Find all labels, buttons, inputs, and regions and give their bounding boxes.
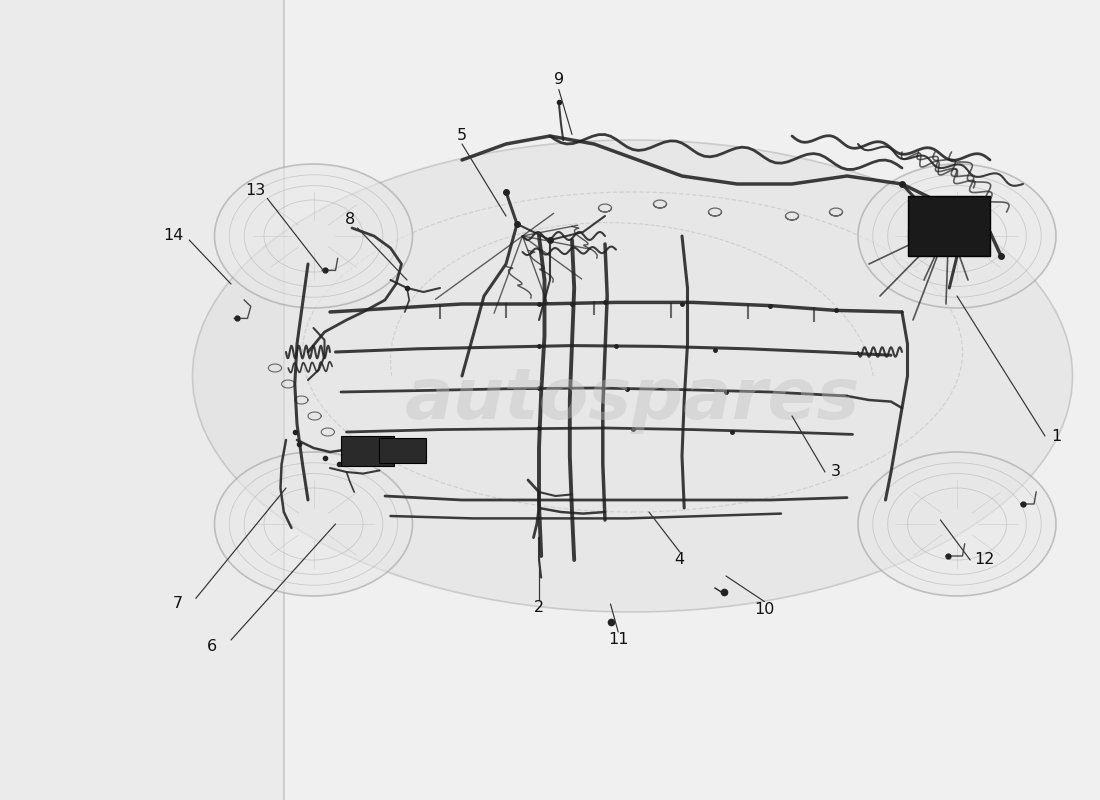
Text: 4: 4 [674,553,685,567]
Text: 5: 5 [456,129,468,143]
Text: 1: 1 [1050,429,1062,443]
Circle shape [214,164,412,308]
Text: 11: 11 [608,633,628,647]
Bar [284,0,1100,800]
Circle shape [858,164,1056,308]
Text: 13: 13 [245,183,265,198]
Bar [0,0,284,800]
Ellipse shape [192,140,1072,612]
Text: 8: 8 [344,213,355,227]
Text: 10: 10 [755,602,774,617]
Bar [379,438,426,463]
Text: 9: 9 [553,73,564,87]
Text: 3: 3 [830,465,842,479]
Text: 7: 7 [173,597,184,611]
Text: 12: 12 [975,553,994,567]
Text: 6: 6 [207,639,218,654]
Bar [341,436,394,466]
Text: autospares: autospares [405,366,860,434]
Text: 2: 2 [534,601,544,615]
Bar [908,196,990,256]
Text: 14: 14 [164,229,184,243]
Circle shape [858,452,1056,596]
Circle shape [214,452,412,596]
